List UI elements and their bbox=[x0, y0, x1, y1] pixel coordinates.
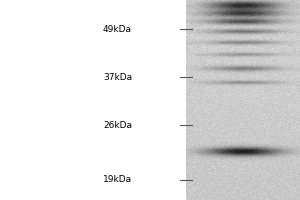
Text: 37kDa: 37kDa bbox=[103, 72, 132, 82]
Text: 49kDa: 49kDa bbox=[103, 24, 132, 33]
Text: 26kDa: 26kDa bbox=[103, 120, 132, 130]
Text: 19kDa: 19kDa bbox=[103, 176, 132, 184]
